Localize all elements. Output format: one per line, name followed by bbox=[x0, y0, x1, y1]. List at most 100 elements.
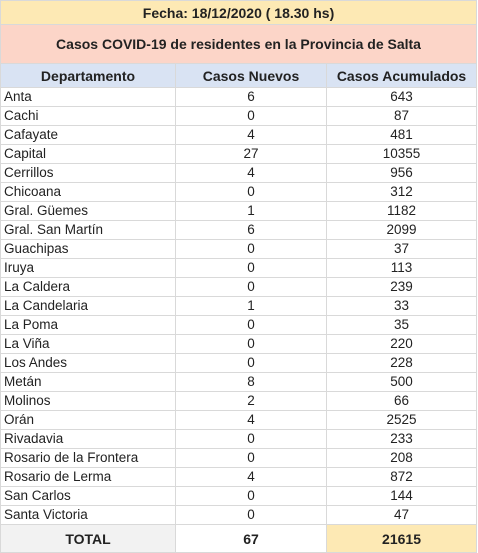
cell-casos-nuevos: 0 bbox=[175, 258, 327, 278]
cell-casos-acumulados: 500 bbox=[325, 372, 478, 392]
table-row: Anta 6 643 bbox=[0, 87, 478, 107]
table-row: Cachi 0 87 bbox=[0, 106, 478, 126]
cell-casos-nuevos: 4 bbox=[175, 163, 327, 183]
column-header-casos-acumulados: Casos Acumulados bbox=[325, 63, 478, 88]
table-row: Cerrillos 4 956 bbox=[0, 163, 478, 183]
cell-departamento: Cafayate bbox=[0, 125, 176, 145]
table-row: Orán 4 2525 bbox=[0, 410, 478, 430]
table-row: Rivadavia 0 233 bbox=[0, 429, 478, 449]
cell-departamento: Molinos bbox=[0, 391, 176, 411]
cell-casos-nuevos: 2 bbox=[175, 391, 327, 411]
cell-casos-nuevos: 1 bbox=[175, 201, 327, 221]
cell-casos-nuevos: 8 bbox=[175, 372, 327, 392]
cell-casos-acumulados: 872 bbox=[325, 467, 478, 487]
report-date: Fecha: 18/12/2020 ( 18.30 hs) bbox=[0, 0, 478, 25]
cell-casos-nuevos: 0 bbox=[175, 182, 327, 202]
cell-casos-acumulados: 208 bbox=[325, 448, 478, 468]
cell-departamento: Gral. San Martín bbox=[0, 220, 176, 240]
cell-departamento: La Candelaria bbox=[0, 296, 176, 316]
table-row: Gral. Güemes 1 1182 bbox=[0, 201, 478, 221]
table-row: La Caldera 0 239 bbox=[0, 277, 478, 297]
cell-casos-acumulados: 47 bbox=[325, 505, 478, 525]
cell-departamento: Guachipas bbox=[0, 239, 176, 259]
cell-casos-acumulados: 312 bbox=[325, 182, 478, 202]
title-row: Casos COVID-19 de residentes en la Provi… bbox=[0, 24, 478, 64]
cell-departamento: Cerrillos bbox=[0, 163, 176, 183]
cell-casos-nuevos: 0 bbox=[175, 277, 327, 297]
cell-departamento: Rivadavia bbox=[0, 429, 176, 449]
cell-departamento: San Carlos bbox=[0, 486, 176, 506]
cell-casos-acumulados: 33 bbox=[325, 296, 478, 316]
report-title: Casos COVID-19 de residentes en la Provi… bbox=[0, 24, 478, 64]
cell-casos-acumulados: 144 bbox=[325, 486, 478, 506]
table-row: La Candelaria 1 33 bbox=[0, 296, 478, 316]
table-row: San Carlos 0 144 bbox=[0, 486, 478, 506]
cell-casos-nuevos: 0 bbox=[175, 448, 327, 468]
cell-casos-acumulados: 37 bbox=[325, 239, 478, 259]
cell-casos-acumulados: 233 bbox=[325, 429, 478, 449]
cell-casos-nuevos: 4 bbox=[175, 125, 327, 145]
cell-casos-acumulados: 10355 bbox=[325, 144, 478, 164]
cell-departamento: Gral. Güemes bbox=[0, 201, 176, 221]
cell-departamento: La Poma bbox=[0, 315, 176, 335]
cell-casos-nuevos: 0 bbox=[175, 239, 327, 259]
table-row: Guachipas 0 37 bbox=[0, 239, 478, 259]
cell-departamento: Los Andes bbox=[0, 353, 176, 373]
cell-casos-acumulados: 87 bbox=[325, 106, 478, 126]
cell-casos-nuevos: 6 bbox=[175, 87, 327, 107]
cell-casos-acumulados: 956 bbox=[325, 163, 478, 183]
table-row: Santa Victoria 0 47 bbox=[0, 505, 478, 525]
cell-departamento: Rosario de Lerma bbox=[0, 467, 176, 487]
cell-casos-nuevos: 0 bbox=[175, 353, 327, 373]
cell-casos-acumulados: 643 bbox=[325, 87, 478, 107]
cell-casos-acumulados: 481 bbox=[325, 125, 478, 145]
cell-casos-acumulados: 113 bbox=[325, 258, 478, 278]
cell-casos-nuevos: 0 bbox=[175, 505, 327, 525]
column-header-casos-nuevos: Casos Nuevos bbox=[175, 63, 327, 88]
table-row: La Poma 0 35 bbox=[0, 315, 478, 335]
cell-casos-nuevos: 0 bbox=[175, 106, 327, 126]
cell-casos-acumulados: 2099 bbox=[325, 220, 478, 240]
cell-casos-acumulados: 220 bbox=[325, 334, 478, 354]
cell-departamento: Metán bbox=[0, 372, 176, 392]
cell-departamento: Santa Victoria bbox=[0, 505, 176, 525]
table-row: La Viña 0 220 bbox=[0, 334, 478, 354]
cell-departamento: La Viña bbox=[0, 334, 176, 354]
column-header-departamento: Departamento bbox=[0, 63, 176, 88]
table-row: Rosario de la Frontera 0 208 bbox=[0, 448, 478, 468]
table-row: Gral. San Martín 6 2099 bbox=[0, 220, 478, 240]
cell-casos-nuevos: 4 bbox=[175, 410, 327, 430]
cell-casos-nuevos: 0 bbox=[175, 315, 327, 335]
cell-departamento: Anta bbox=[0, 87, 176, 107]
date-row: Fecha: 18/12/2020 ( 18.30 hs) bbox=[0, 0, 478, 25]
cell-departamento: Rosario de la Frontera bbox=[0, 448, 176, 468]
cell-casos-nuevos: 1 bbox=[175, 296, 327, 316]
cell-casos-acumulados: 35 bbox=[325, 315, 478, 335]
cell-casos-nuevos: 0 bbox=[175, 429, 327, 449]
table-row: Molinos 2 66 bbox=[0, 391, 478, 411]
cell-casos-nuevos: 0 bbox=[175, 486, 327, 506]
cell-casos-nuevos: 0 bbox=[175, 334, 327, 354]
cell-departamento: Capital bbox=[0, 144, 176, 164]
column-header-row: Departamento Casos Nuevos Casos Acumulad… bbox=[0, 63, 478, 88]
cell-casos-acumulados: 239 bbox=[325, 277, 478, 297]
cell-departamento: Cachi bbox=[0, 106, 176, 126]
cell-departamento: Chicoana bbox=[0, 182, 176, 202]
table-row: Cafayate 4 481 bbox=[0, 125, 478, 145]
cell-departamento: Iruya bbox=[0, 258, 176, 278]
table-row: Iruya 0 113 bbox=[0, 258, 478, 278]
cell-casos-acumulados: 66 bbox=[325, 391, 478, 411]
table-row: Los Andes 0 228 bbox=[0, 353, 478, 373]
total-casos-acumulados: 21615 bbox=[325, 524, 478, 553]
table-row: Rosario de Lerma 4 872 bbox=[0, 467, 478, 487]
table-row: Metán 8 500 bbox=[0, 372, 478, 392]
total-label: TOTAL bbox=[0, 524, 176, 553]
total-casos-nuevos: 67 bbox=[175, 524, 327, 553]
cell-casos-nuevos: 4 bbox=[175, 467, 327, 487]
table-row: Capital 27 10355 bbox=[0, 144, 478, 164]
cell-casos-nuevos: 6 bbox=[175, 220, 327, 240]
table-row: Chicoana 0 312 bbox=[0, 182, 478, 202]
cell-casos-acumulados: 2525 bbox=[325, 410, 478, 430]
